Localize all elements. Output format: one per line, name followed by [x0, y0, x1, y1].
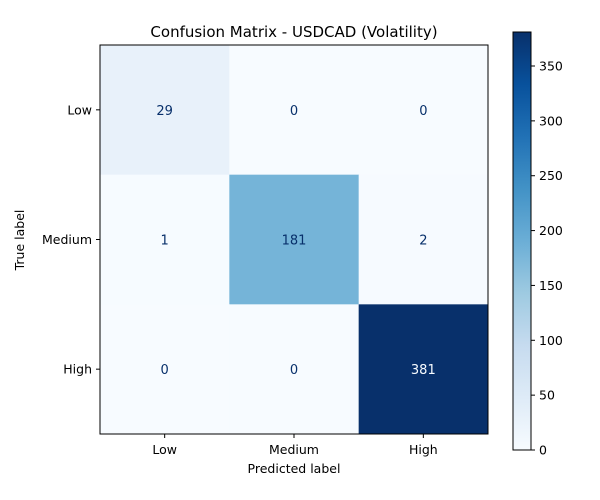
heatmap-cell — [358, 174, 489, 305]
colorbar-tick-label: 100 — [539, 333, 563, 348]
y-tick-label: High — [63, 362, 92, 377]
cell-value-label: 0 — [290, 363, 298, 378]
heatmap-cell — [100, 304, 230, 435]
cell-value-label: 0 — [161, 363, 169, 378]
colorbar-tick-label: 0 — [539, 443, 547, 458]
x-axis-ticks: Low Medium High — [152, 434, 438, 457]
cell-value-label: 381 — [411, 363, 436, 378]
heatmap-cell-labels: 29 0 0 1 181 2 0 0 381 — [156, 104, 435, 378]
x-tick-label: Low — [152, 442, 177, 457]
heatmap-cell — [358, 304, 489, 435]
y-axis-ticks: Low Medium High — [42, 102, 100, 377]
colorbar-tick-label: 300 — [539, 113, 563, 128]
heatmap-cell — [229, 304, 360, 435]
colorbar-tick-label: 250 — [539, 168, 563, 183]
cell-value-label: 2 — [419, 234, 427, 249]
x-tick-label: High — [409, 442, 438, 457]
heatmap-cell — [229, 174, 360, 305]
heatmap-cell — [229, 45, 360, 176]
cell-value-label: 0 — [419, 104, 427, 119]
colorbar-ticks: 0 50 100 150 200 250 300 350 — [531, 59, 563, 458]
cell-value-label: 181 — [282, 234, 307, 249]
colorbar-tick-label: 200 — [539, 223, 563, 238]
cell-value-label: 29 — [156, 104, 173, 119]
chart-title: Confusion Matrix - USDCAD (Volatility) — [150, 23, 437, 41]
colorbar-tick-label: 150 — [539, 278, 563, 293]
y-axis-label: True label — [12, 210, 27, 272]
colorbar — [512, 31, 532, 451]
y-tick-label: Low — [67, 102, 92, 117]
cell-value-label: 0 — [290, 104, 298, 119]
heatmap-cell — [100, 45, 230, 176]
colorbar-tick-label: 50 — [539, 388, 555, 403]
colorbar-tick-label: 350 — [539, 59, 563, 74]
heatmap-cell — [100, 174, 230, 305]
y-tick-label: Medium — [42, 232, 92, 247]
x-tick-label: Medium — [269, 442, 319, 457]
x-axis-label: Predicted label — [248, 461, 341, 476]
heatmap-cell — [358, 45, 489, 176]
cell-value-label: 1 — [161, 234, 169, 249]
heatmap-cells — [100, 45, 489, 435]
